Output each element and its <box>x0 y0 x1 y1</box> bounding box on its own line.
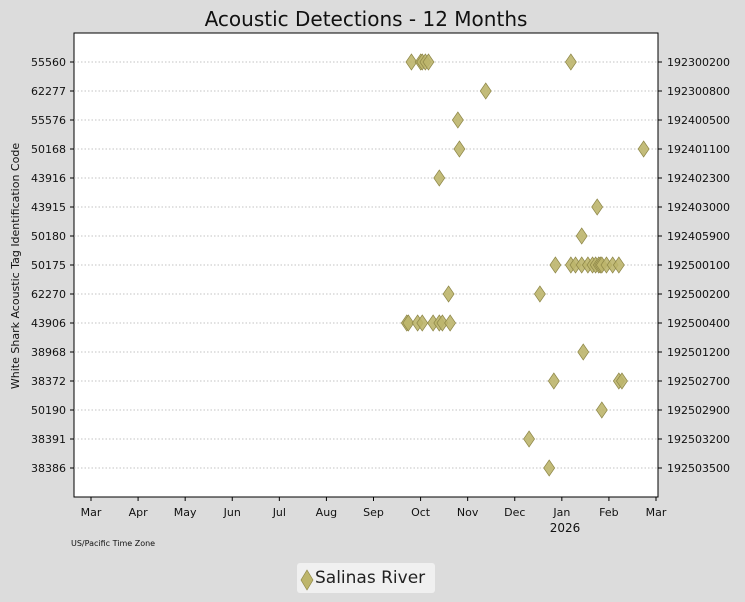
y-tick-label-left: 43915 <box>31 201 66 214</box>
chart-title: Acoustic Detections - 12 Months <box>205 7 528 31</box>
x-tick-label: Sep <box>363 506 384 519</box>
legend-entry-salinas-river: Salinas River <box>315 568 426 588</box>
y-tick-label-right: 192401100 <box>667 143 730 156</box>
y-tick-label-right: 192500200 <box>667 288 730 301</box>
data-point <box>402 314 415 332</box>
x-tick-label: Aug <box>316 506 337 519</box>
y-tick-label-left: 50180 <box>31 230 66 243</box>
grid-layer <box>74 61 658 469</box>
y-tick-label-left: 55560 <box>31 56 66 69</box>
y-tick-label-right: 192402300 <box>667 172 730 185</box>
legend: Salinas River <box>297 563 435 593</box>
data-point <box>595 401 608 419</box>
y-tick-label-right: 192500100 <box>667 259 730 272</box>
x-tick-label: Mar <box>81 506 102 519</box>
y-tick-label-left: 50168 <box>31 143 66 156</box>
data-point <box>564 53 577 71</box>
y-tick-label-right: 192300800 <box>667 85 730 98</box>
y-tick-label-right: 192503500 <box>667 462 730 475</box>
data-point <box>612 256 625 274</box>
y-tick-label-right: 192503200 <box>667 433 730 446</box>
x-tick-label: Apr <box>129 506 149 519</box>
y-tick-label-right: 192502700 <box>667 375 730 388</box>
data-point <box>533 285 546 303</box>
y-tick-label-left: 55576 <box>31 114 66 127</box>
y-tick-label-left: 43906 <box>31 317 66 330</box>
y-tick-label-left: 43916 <box>31 172 66 185</box>
data-point <box>405 53 418 71</box>
timezone-note: US/Pacific Time Zone <box>71 539 155 548</box>
x-year-label: 2026 <box>550 521 581 535</box>
data-point <box>444 314 457 332</box>
data-point <box>451 111 464 129</box>
data-point <box>543 459 556 477</box>
x-tick-label: Dec <box>504 506 525 519</box>
data-point <box>442 285 455 303</box>
x-tick-label: Jul <box>272 506 286 519</box>
data-point <box>591 198 604 216</box>
x-axis: Mar Apr May Jun Jul Aug Sep Oct Nov Dec Jan Feb Mar <box>81 497 667 519</box>
data-point <box>575 227 588 245</box>
data-point <box>433 169 446 187</box>
data-point <box>523 430 535 448</box>
x-tick-label: Jan <box>552 506 570 519</box>
x-tick-label: Nov <box>457 506 479 519</box>
data-point <box>453 140 466 158</box>
y-tick-label-left: 38391 <box>31 433 66 446</box>
x-tick-label: Feb <box>599 506 618 519</box>
y-tick-label-right: 192300200 <box>667 56 730 69</box>
y-axis-left: 55560 62277 55576 50168 43916 43915 50180 50175… <box>31 56 74 475</box>
data-point <box>422 53 435 71</box>
data-point <box>547 372 560 390</box>
y-tick-label-left: 50175 <box>31 259 66 272</box>
data-point <box>616 372 628 390</box>
x-tick-label: Mar <box>646 506 667 519</box>
y-tick-label-left: 38386 <box>31 462 66 475</box>
y-axis-right: 192300200 192300800 192400500 192401100 1924… <box>658 56 730 475</box>
y-tick-label-left: 38968 <box>31 346 66 359</box>
y-tick-label-right: 192400500 <box>667 114 730 127</box>
y-tick-label-right: 192501200 <box>667 346 730 359</box>
y-tick-label-left: 38372 <box>31 375 66 388</box>
x-tick-label: Jun <box>223 506 241 519</box>
x-tick-label: May <box>174 506 197 519</box>
data-point <box>549 256 562 274</box>
y-tick-label-right: 192502900 <box>667 404 730 417</box>
data-point <box>577 343 590 361</box>
y-tick-label-left: 50190 <box>31 404 66 417</box>
y-tick-label-left: 62270 <box>31 288 66 301</box>
y-tick-label-right: 192403000 <box>667 201 730 214</box>
y-tick-label-left: 62277 <box>31 85 66 98</box>
points-layer <box>400 53 650 477</box>
y-tick-label-right: 192500400 <box>667 317 730 330</box>
y-axis-label: White Shark Acoustic Tag Identification … <box>9 143 22 389</box>
y-tick-label-right: 192405900 <box>667 230 730 243</box>
data-point <box>416 314 429 332</box>
legend-marker-diamond-icon <box>300 569 314 591</box>
x-tick-label: Oct <box>411 506 431 519</box>
data-point <box>479 82 492 100</box>
data-point <box>637 140 650 158</box>
